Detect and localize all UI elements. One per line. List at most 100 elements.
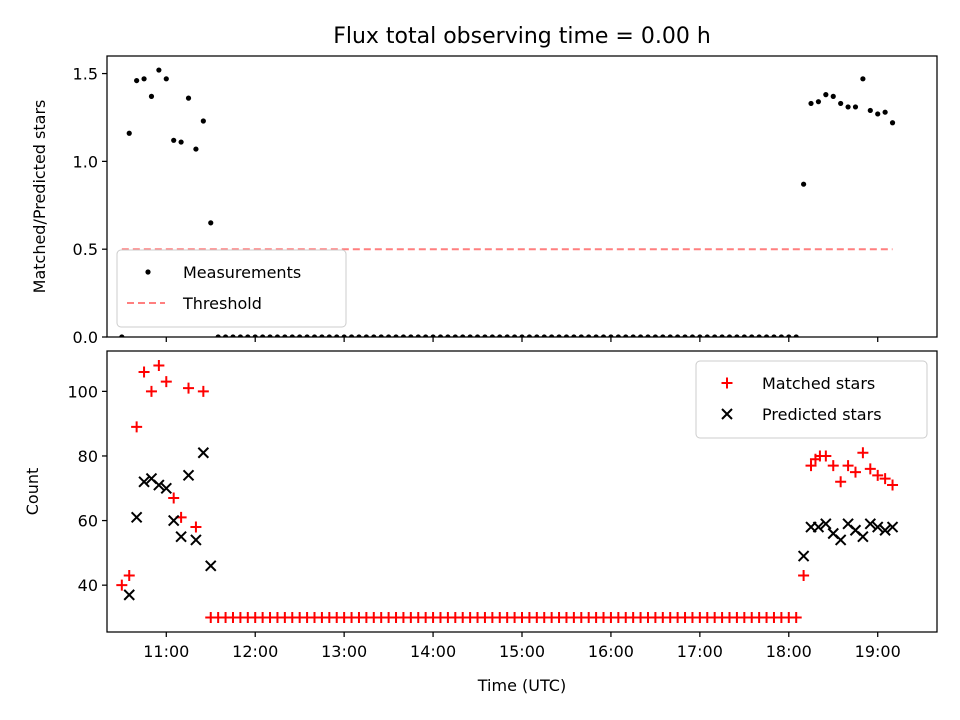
- predicted-stars-point: [138, 476, 150, 488]
- top-panel: 0.0 0.5 1.0 1.5 Matched/Predicted stars Measu…: [30, 55, 938, 347]
- matched-stars-point: [879, 473, 891, 485]
- measurements-point: [586, 334, 592, 337]
- measurements-point: [645, 334, 651, 337]
- measurements-point: [341, 334, 347, 337]
- measurements-point: [200, 118, 206, 124]
- measurements-point: [808, 100, 814, 107]
- matched-stars-point: [138, 366, 150, 378]
- measurements-point: [311, 334, 318, 337]
- measurements-point: [274, 334, 281, 337]
- measurements-point: [571, 334, 577, 337]
- measurements-point: [637, 334, 644, 337]
- measurements-point: [171, 137, 177, 143]
- measurements-point: [823, 92, 829, 98]
- measurements-point: [378, 334, 384, 337]
- matched-stars-point: [116, 579, 128, 591]
- measurements-point: [667, 334, 673, 337]
- measurements-point: [519, 334, 525, 337]
- measurements-point: [652, 334, 658, 337]
- measurements-point: [230, 334, 236, 337]
- matched-stars-point: [835, 476, 847, 488]
- matched-stars-point: [887, 479, 899, 491]
- predicted-stars-point: [879, 524, 891, 536]
- y-tick-label: 1.5: [73, 65, 98, 84]
- measurements-point: [163, 76, 169, 82]
- measurements-point: [437, 334, 444, 337]
- measurements-point: [348, 334, 355, 337]
- measurements-point: [267, 334, 273, 337]
- measurements-point: [875, 111, 881, 117]
- predicted-stars-point: [886, 521, 899, 533]
- measurements-point: [541, 334, 547, 337]
- y-axis-label: Matched/Predicted stars: [30, 100, 49, 294]
- measurements-point: [660, 334, 666, 337]
- measurements-point: [682, 334, 688, 337]
- measurements-point: [134, 77, 140, 84]
- measurements-point: [749, 334, 755, 337]
- legend-handle-measurements: [145, 269, 151, 275]
- measurements-point: [356, 334, 362, 337]
- plot-area: [116, 360, 899, 623]
- measurements-point: [830, 93, 836, 99]
- predicted-stars-point: [857, 531, 869, 543]
- measurements-point: [600, 334, 607, 337]
- x-tick-label: 19:00: [855, 642, 901, 661]
- predicted-stars-point: [197, 447, 210, 459]
- y-axis-label: Count: [23, 468, 42, 516]
- legend-label-matched-stars: Matched stars: [762, 374, 875, 393]
- measurements-point: [452, 334, 458, 337]
- matched-stars-point: [798, 569, 810, 581]
- measurements-point: [415, 334, 421, 337]
- matched-stars-point: [872, 469, 884, 481]
- measurements-point: [815, 99, 822, 105]
- measurements-point: [786, 334, 792, 337]
- y-tick-label: 0.0: [73, 328, 98, 347]
- predicted-stars-point: [123, 589, 135, 601]
- legend-label-threshold: Threshold: [182, 294, 262, 313]
- x-tick-label: 18:00: [766, 642, 812, 661]
- measurements-point: [319, 334, 325, 337]
- measurements-point: [260, 334, 266, 337]
- measurements-point: [126, 130, 132, 136]
- measurements-point: [474, 334, 481, 337]
- matched-stars-point: [790, 611, 802, 623]
- measurements-point: [363, 334, 369, 337]
- measurements-point: [889, 120, 896, 126]
- measurements-point: [326, 334, 332, 337]
- measurements-point: [334, 334, 340, 337]
- measurements-point: [445, 334, 451, 337]
- predicted-stars-point: [160, 482, 172, 494]
- measurements-point: [704, 334, 710, 337]
- measurements-point: [297, 334, 303, 337]
- legend-handle-predicted-stars: [721, 408, 733, 420]
- matched-stars-point: [864, 463, 876, 475]
- measurements-point: [778, 334, 784, 337]
- measurements-point: [608, 334, 614, 337]
- predicted-stars-point: [167, 514, 180, 527]
- measurements-point: [867, 107, 873, 114]
- x-tick-label: 14:00: [410, 642, 456, 661]
- measurements-point: [423, 334, 429, 337]
- matched-stars-point: [131, 421, 143, 433]
- predicted-stars-point: [872, 521, 884, 533]
- measurements-point: [734, 334, 740, 337]
- measurements-point: [726, 334, 733, 337]
- measurements-point: [763, 334, 770, 337]
- predicted-stars-point: [812, 521, 825, 533]
- legend-box: [695, 360, 928, 439]
- x-tick-label: 13:00: [321, 642, 367, 661]
- measurements-point: [252, 334, 258, 337]
- predicted-stars-point: [797, 550, 810, 562]
- measurements-point: [245, 334, 251, 337]
- measurements-point: [593, 334, 599, 337]
- predicted-stars-point: [130, 511, 143, 524]
- measurements-point: [801, 181, 807, 187]
- measurements-point: [578, 334, 584, 337]
- legend-handle-matched-stars: [721, 377, 733, 389]
- measurements-point: [511, 334, 518, 337]
- predicted-stars-point: [205, 560, 217, 572]
- predicted-stars-point: [190, 534, 202, 546]
- legend: Measurements Threshold: [116, 249, 347, 328]
- measurements-point: [497, 334, 503, 337]
